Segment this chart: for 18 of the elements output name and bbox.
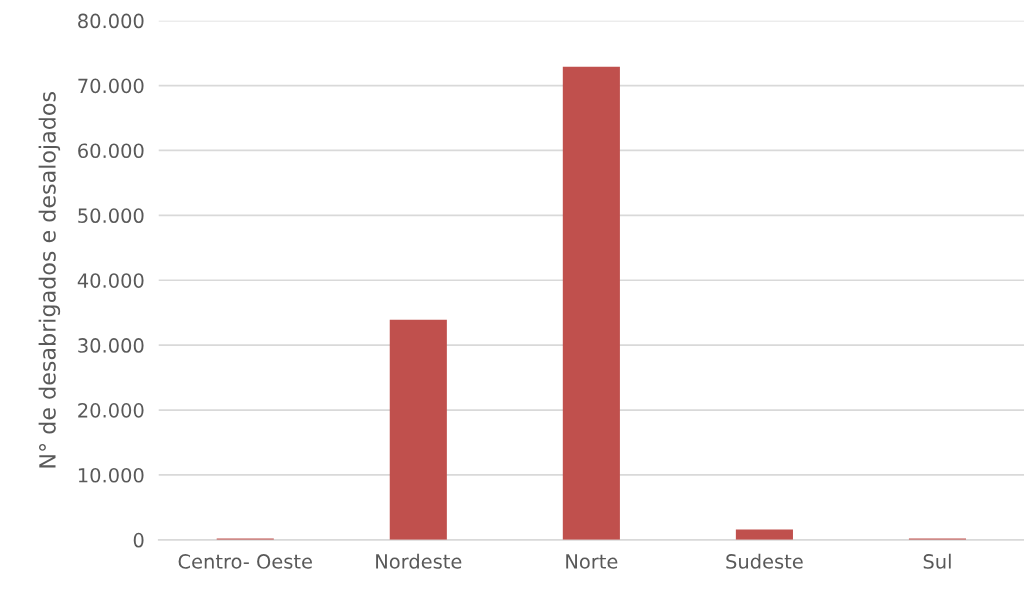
x-tick-label: Sudeste — [726, 553, 803, 569]
x-tick-label: Sul — [923, 553, 951, 569]
y-tick-label: 40.000 — [77, 273, 144, 288]
y-tick-label: 0 — [133, 532, 144, 548]
x-tick-label: Centro- Oeste — [178, 554, 312, 569]
x-tick-label: Nordeste — [376, 553, 462, 569]
y-tick-label: 10.000 — [78, 467, 144, 483]
x-tick-label: Norte — [566, 554, 618, 569]
y-tick-label: 20.000 — [78, 403, 144, 418]
bar — [562, 66, 620, 540]
y-tick-label: 80.000 — [78, 13, 144, 29]
y-axis-title: N° de desabrigados e desalojados — [38, 92, 61, 468]
y-tick-label: 60.000 — [78, 143, 144, 159]
bar — [389, 319, 447, 540]
bar — [735, 529, 793, 540]
y-tick-label: 70.000 — [78, 78, 144, 94]
y-tick-label: 50.000 — [78, 208, 144, 224]
y-tick-label: 30.000 — [78, 338, 144, 353]
